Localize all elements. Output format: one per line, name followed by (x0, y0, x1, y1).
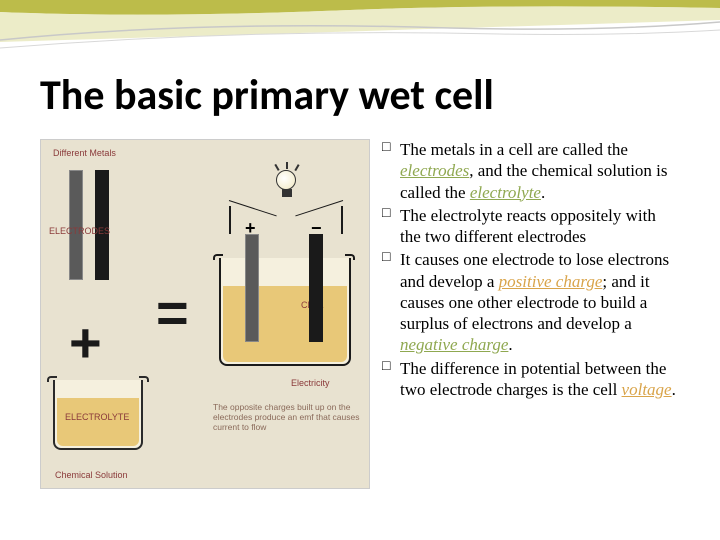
diagram-caption: The opposite charges built up on the ele… (213, 402, 363, 433)
bulb-icon (276, 170, 298, 198)
slide-title: The basic primary wet cell (40, 70, 680, 121)
bullet-item: The difference in potential between the … (382, 358, 680, 401)
label-chemical-solution: Chemical Solution (55, 470, 128, 480)
equals-icon: = (156, 280, 189, 345)
label-electrodes: ELECTRODES (49, 226, 110, 236)
bullet-item: It causes one electrode to lose electron… (382, 249, 680, 355)
diagram-column: Different Metals ELECTRODES + ELECTROLYT… (40, 139, 370, 489)
wet-cell-diagram: Different Metals ELECTRODES + ELECTROLYT… (40, 139, 370, 489)
plus-icon: + (69, 310, 102, 375)
label-electricity: Electricity (291, 378, 330, 388)
text-column: The metals in a cell are called the elec… (382, 139, 680, 489)
slide-body: The basic primary wet cell Different Met… (0, 60, 720, 540)
cell-assembly-icon: + − (211, 170, 351, 370)
bullet-list: The metals in a cell are called the elec… (382, 139, 680, 400)
content-row: Different Metals ELECTRODES + ELECTROLYT… (40, 139, 680, 489)
label-electrolyte: ELECTROLYTE (65, 412, 129, 422)
bullet-item: The metals in a cell are called the elec… (382, 139, 680, 203)
slide-top-accent (0, 0, 720, 60)
label-different-metals: Different Metals (53, 148, 116, 158)
bullet-item: The electrolyte reacts oppositely with t… (382, 205, 680, 248)
